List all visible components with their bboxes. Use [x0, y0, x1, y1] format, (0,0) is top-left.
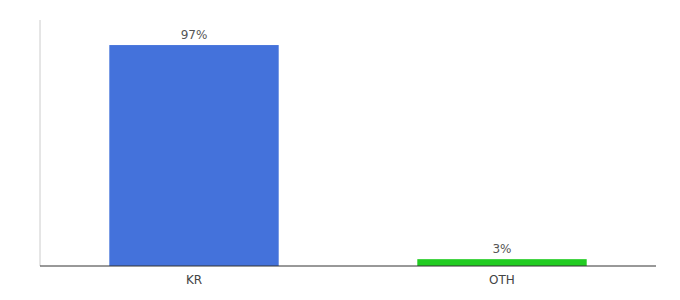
x-tick-label: OTH [489, 273, 515, 287]
x-axis-line [40, 266, 656, 267]
data-label: 3% [492, 242, 511, 256]
x-tick-label: KR [186, 273, 202, 287]
y-axis-line [40, 20, 41, 266]
bars [109, 45, 586, 266]
chart: KR OTH 97% 3% [0, 0, 680, 300]
data-label: 97% [181, 28, 208, 42]
bar [417, 259, 586, 266]
chart-container: KR OTH 97% 3% [0, 0, 680, 300]
bar [109, 45, 278, 266]
